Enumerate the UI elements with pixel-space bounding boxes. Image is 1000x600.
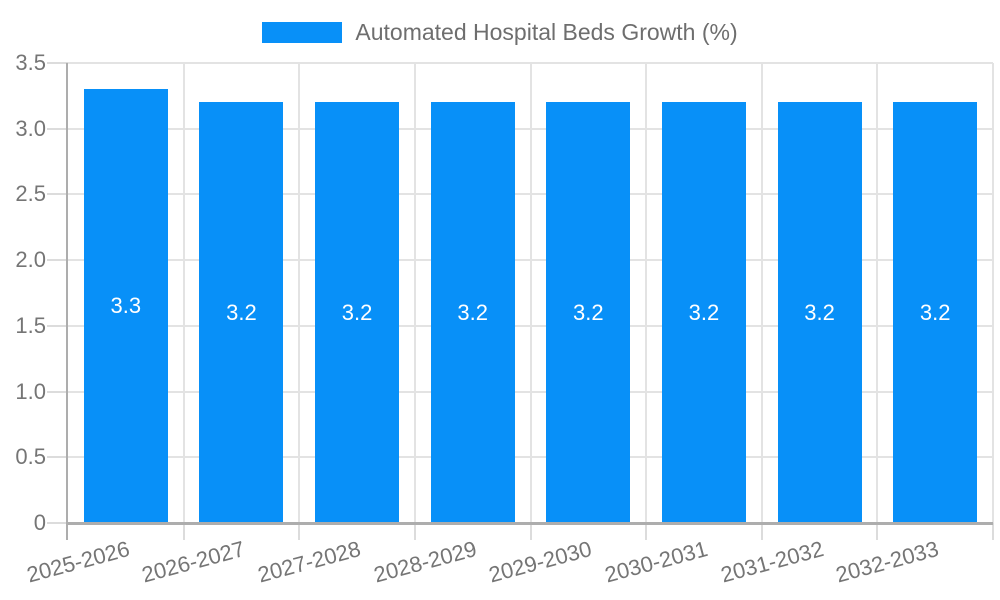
y-axis-line xyxy=(66,63,68,540)
y-axis-tick xyxy=(47,456,68,459)
bar: 3.2 xyxy=(777,102,862,523)
x-axis-tick xyxy=(876,523,879,540)
y-axis-tick xyxy=(47,193,68,196)
y-tick-label: 1.5 xyxy=(15,312,46,338)
v-gridline xyxy=(760,63,763,523)
y-axis-tick xyxy=(47,324,68,327)
v-gridline xyxy=(645,63,648,523)
v-gridline xyxy=(529,63,532,523)
bar: 3.2 xyxy=(199,102,284,523)
y-tick-label: 3.0 xyxy=(15,115,46,141)
bar-value-label: 3.3 xyxy=(110,293,142,319)
bar: 3.2 xyxy=(430,102,515,523)
v-gridline xyxy=(992,63,994,523)
v-gridline xyxy=(298,63,301,523)
y-axis-tick xyxy=(47,259,68,262)
v-gridline xyxy=(413,63,416,523)
y-tick-label: 0 xyxy=(33,510,46,535)
y-axis-tick xyxy=(47,62,68,64)
y-tick-label: 1.0 xyxy=(15,378,46,404)
legend-swatch xyxy=(262,21,343,43)
x-axis-tick xyxy=(182,523,185,540)
y-axis-tick xyxy=(47,127,68,130)
bar: 3.2 xyxy=(661,102,746,523)
bar-value-label: 3.2 xyxy=(573,299,604,325)
x-axis-tick xyxy=(645,523,648,540)
bar-value-label: 3.2 xyxy=(919,299,951,325)
x-axis-tick xyxy=(529,523,532,540)
bar: 3.2 xyxy=(893,102,978,523)
x-axis-tick xyxy=(298,523,301,540)
bar: 3.3 xyxy=(83,89,168,523)
y-tick-label: 2.0 xyxy=(15,247,46,273)
x-axis-tick xyxy=(413,523,416,540)
bar-value-label: 3.2 xyxy=(688,299,720,325)
bar: 3.2 xyxy=(315,102,400,523)
legend-label: Automated Hospital Beds Growth (%) xyxy=(355,19,738,45)
plot-area: 3.3 3.2 3.2 3.2 3.2 3.2 3.2 3.2 xyxy=(47,62,994,540)
bar: 3.2 xyxy=(546,102,631,523)
bar-value-label: 3.2 xyxy=(457,299,488,325)
chart-legend: Automated Hospital Beds Growth (%) xyxy=(0,20,1000,44)
y-tick-label: 2.5 xyxy=(15,181,46,207)
bar-value-label: 3.2 xyxy=(804,299,835,325)
y-tick-label: 0.5 xyxy=(15,444,46,470)
bar-value-label: 3.2 xyxy=(226,299,257,325)
x-axis-tick xyxy=(992,523,994,540)
y-axis-tick xyxy=(47,390,68,393)
v-gridline xyxy=(182,63,185,523)
x-axis-line xyxy=(68,522,993,525)
x-axis-tick xyxy=(760,523,763,540)
y-axis-tick xyxy=(47,522,68,524)
y-tick-label: 3.5 xyxy=(15,50,46,75)
bar-value-label: 3.2 xyxy=(341,299,373,325)
v-gridline xyxy=(876,63,879,523)
